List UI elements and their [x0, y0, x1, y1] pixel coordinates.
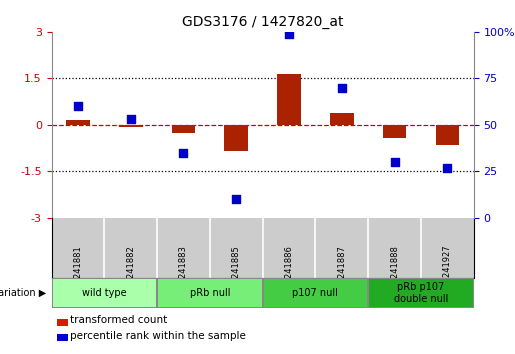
Text: GSM241927: GSM241927 — [443, 245, 452, 296]
Bar — [264, 279, 367, 307]
Text: GSM241886: GSM241886 — [285, 245, 294, 296]
Text: GSM241888: GSM241888 — [390, 245, 399, 296]
Text: pRb null: pRb null — [190, 288, 230, 298]
Bar — [330, 113, 354, 125]
Bar — [158, 279, 262, 307]
Point — [179, 150, 187, 155]
Bar — [66, 120, 90, 125]
Point — [338, 85, 346, 91]
Point — [443, 165, 452, 170]
Bar — [53, 279, 156, 307]
Point — [285, 31, 293, 36]
Bar — [225, 125, 248, 151]
Text: GSM241887: GSM241887 — [337, 245, 346, 296]
Text: genotype/variation ▶: genotype/variation ▶ — [0, 288, 46, 298]
Point — [74, 103, 82, 109]
Bar — [171, 125, 195, 133]
Point — [232, 196, 241, 202]
Bar — [277, 74, 301, 125]
Text: GSM241882: GSM241882 — [126, 245, 135, 296]
Text: GSM241885: GSM241885 — [232, 245, 241, 296]
Point — [390, 159, 399, 165]
Text: GSM241881: GSM241881 — [74, 245, 82, 296]
Title: GDS3176 / 1427820_at: GDS3176 / 1427820_at — [182, 16, 344, 29]
Text: transformed count: transformed count — [70, 315, 167, 325]
Text: percentile rank within the sample: percentile rank within the sample — [70, 331, 246, 341]
Point — [127, 116, 135, 122]
Bar — [436, 125, 459, 145]
Text: wild type: wild type — [82, 288, 127, 298]
Bar — [383, 125, 406, 138]
Text: p107 null: p107 null — [293, 288, 338, 298]
Text: GSM241883: GSM241883 — [179, 245, 188, 296]
Text: pRb p107
double null: pRb p107 double null — [394, 282, 448, 304]
Bar — [119, 125, 143, 127]
Bar — [369, 279, 473, 307]
